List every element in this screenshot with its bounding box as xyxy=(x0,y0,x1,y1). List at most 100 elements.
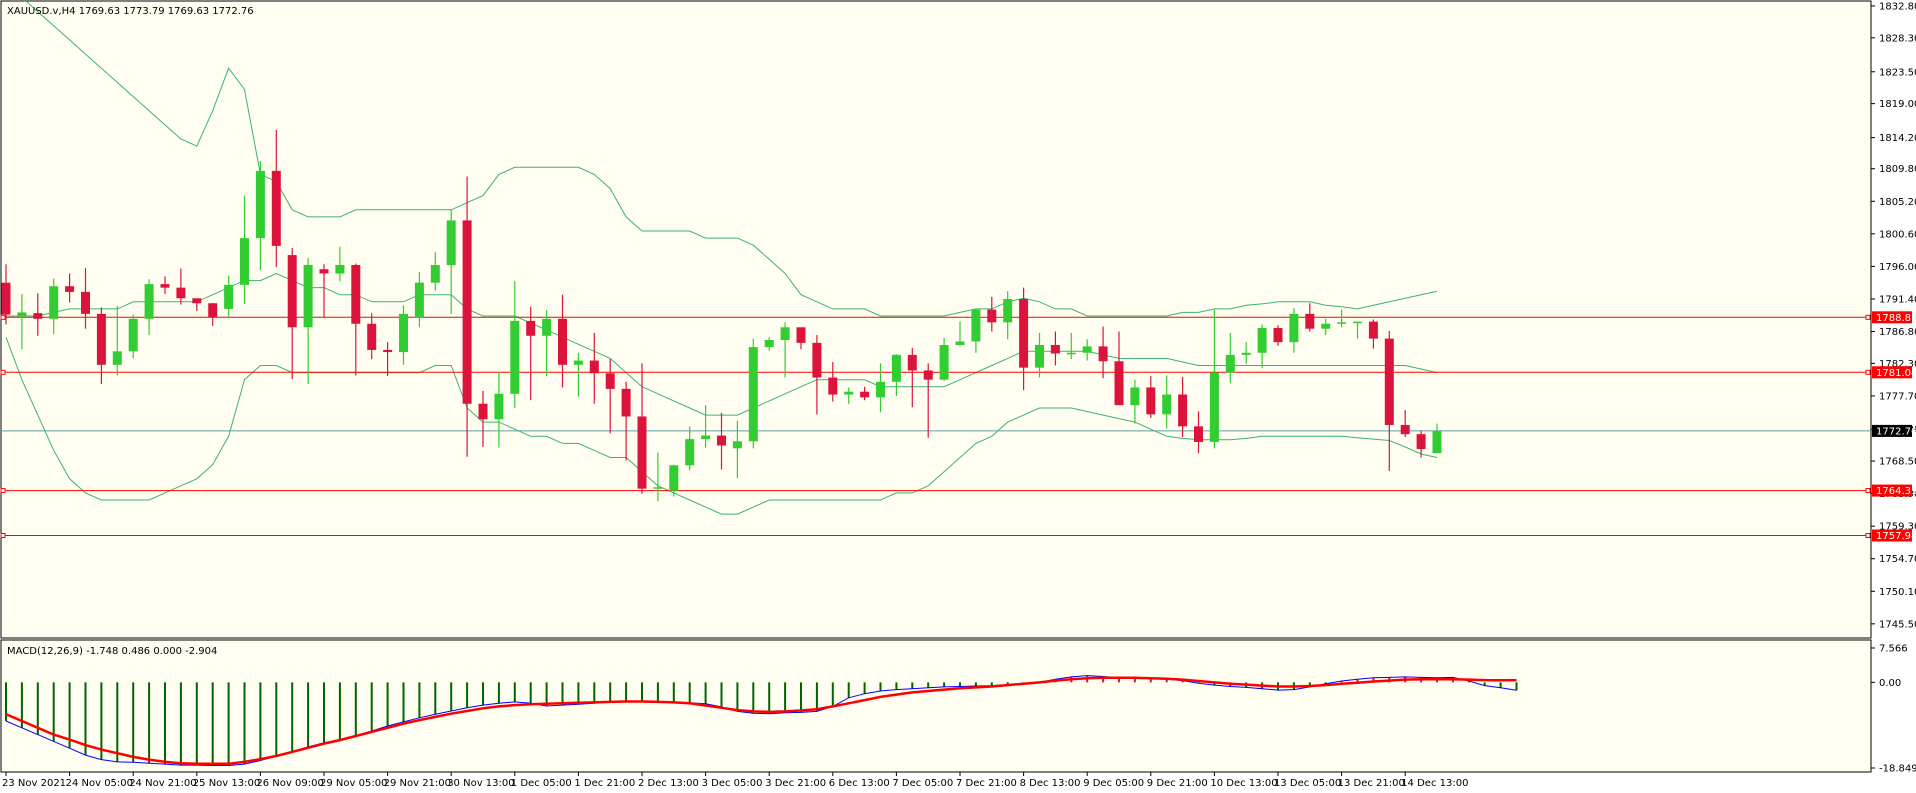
bear-candle xyxy=(828,377,838,395)
price-tick-label: 1777.70 xyxy=(1879,391,1916,402)
horizontal-levels[interactable] xyxy=(0,314,1871,539)
price-tick-label: 1800.60 xyxy=(1879,229,1916,240)
bull-candle xyxy=(1241,352,1251,355)
price-tick-label: 1782.30 xyxy=(1879,359,1916,370)
price-tick-label: 1750.10 xyxy=(1879,587,1916,598)
bull-candle xyxy=(399,313,408,353)
time-tick-label: 7 Dec 21:00 xyxy=(956,778,1017,789)
bull-candle xyxy=(1337,322,1347,324)
bear-candle xyxy=(96,313,106,365)
bull-candle xyxy=(494,393,504,420)
price-tick-label: 1791.40 xyxy=(1879,294,1916,305)
macd-indicator xyxy=(5,675,1518,766)
bear-candle xyxy=(81,291,90,314)
main-pane[interactable] xyxy=(0,0,1872,639)
bull-candle xyxy=(542,318,552,336)
bear-candle xyxy=(478,403,488,420)
time-tick-label: 23 Nov 2021 xyxy=(2,778,66,789)
bear-candle xyxy=(65,286,75,292)
bear-candle xyxy=(589,360,599,374)
bear-candle xyxy=(367,323,377,350)
bear-candle xyxy=(1273,327,1283,343)
bear-candle xyxy=(812,342,822,378)
bull-candle xyxy=(701,435,711,440)
bull-candle xyxy=(844,391,854,395)
time-tick-label: 29 Nov 05:00 xyxy=(320,778,387,789)
bear-candle xyxy=(621,388,631,417)
time-tick-label: 6 Dec 13:00 xyxy=(829,778,890,789)
bull-candle xyxy=(49,286,59,319)
bear-candle xyxy=(383,349,393,353)
bull-candle xyxy=(1209,372,1219,442)
time-tick-label: 1 Dec 21:00 xyxy=(574,778,635,789)
bear-candle xyxy=(287,255,297,328)
bull-candle xyxy=(1003,298,1013,323)
bull-candle xyxy=(876,381,885,398)
bull-candle xyxy=(1130,387,1140,406)
bear-candle xyxy=(1146,387,1156,415)
bull-candle xyxy=(1225,354,1235,373)
time-tick-label: 1 Dec 05:00 xyxy=(511,778,572,789)
bear-candle xyxy=(717,435,726,446)
price-tick-label: 1759.30 xyxy=(1879,522,1916,533)
bull-candle xyxy=(669,465,679,491)
bear-candle xyxy=(1019,298,1029,368)
time-tick-label: 2 Dec 13:00 xyxy=(638,778,699,789)
bull-candle xyxy=(891,354,901,382)
macd-signal-line xyxy=(5,676,1517,765)
level-price-tag xyxy=(1872,366,1912,379)
time-tick-label: 24 Nov 21:00 xyxy=(129,778,196,789)
time-tick-label: 10 Dec 13:00 xyxy=(1210,778,1277,789)
bear-candle xyxy=(1416,434,1426,450)
bear-candle xyxy=(1,282,11,315)
bear-candle xyxy=(558,318,567,365)
bear-candle xyxy=(796,327,806,343)
candles xyxy=(1,129,1442,502)
bear-candle xyxy=(160,284,170,288)
bear-candle xyxy=(1400,424,1410,435)
bull-candle xyxy=(240,238,249,285)
bull-candle xyxy=(764,340,774,348)
bull-candle xyxy=(510,320,520,394)
time-tick-label: 13 Dec 05:00 xyxy=(1274,778,1341,789)
level-price-label: 1764.33 xyxy=(1876,486,1916,497)
price-tick-label: 1754.70 xyxy=(1879,554,1916,565)
level-price-tag xyxy=(1872,529,1912,542)
macd-pane[interactable] xyxy=(0,639,1872,773)
bear-candle xyxy=(1384,338,1394,425)
bear-candle xyxy=(319,269,329,274)
bear-candle xyxy=(605,373,615,389)
level-handle-right xyxy=(1865,314,1871,320)
bear-candle xyxy=(987,309,997,323)
level-handle-left xyxy=(0,314,6,320)
time-tick-label: 7 Dec 05:00 xyxy=(892,778,953,789)
price-tick-label: 1823.50 xyxy=(1879,67,1916,78)
time-tick-label: 24 Nov 05:00 xyxy=(66,778,133,789)
price-tick-label: 1809.80 xyxy=(1879,164,1916,175)
bull-candle xyxy=(112,351,122,365)
time-tick-label: 3 Dec 21:00 xyxy=(765,778,826,789)
bull-candle xyxy=(780,327,790,341)
bull-candle xyxy=(1162,394,1172,415)
bull-candle xyxy=(685,439,695,466)
level-price-label: 1788.81 xyxy=(1876,313,1916,324)
bull-candle xyxy=(1432,430,1442,454)
bear-candle xyxy=(1194,426,1203,442)
bull-candle xyxy=(17,312,27,317)
bull-candle xyxy=(144,284,154,319)
bear-candle xyxy=(271,170,281,246)
time-tick-label: 3 Dec 05:00 xyxy=(702,778,763,789)
price-axis: 1832.80 1828.30 1823.50 1819.00 1814.20 1809.… xyxy=(1871,1,1916,775)
bull-candle xyxy=(573,360,583,365)
time-tick-label: 29 Nov 21:00 xyxy=(384,778,451,789)
bull-candle xyxy=(255,170,265,239)
bear-candle xyxy=(1050,344,1060,354)
bear-candle xyxy=(1114,361,1124,406)
level-price-label: 1757.98 xyxy=(1876,531,1916,542)
level-price-tag xyxy=(1872,311,1912,324)
price-tick-label: 1805.20 xyxy=(1879,197,1916,208)
bear-candle xyxy=(462,220,472,404)
price-tick-label: 1814.20 xyxy=(1879,133,1916,144)
macd-tick-label: -18.849 xyxy=(1879,764,1916,775)
